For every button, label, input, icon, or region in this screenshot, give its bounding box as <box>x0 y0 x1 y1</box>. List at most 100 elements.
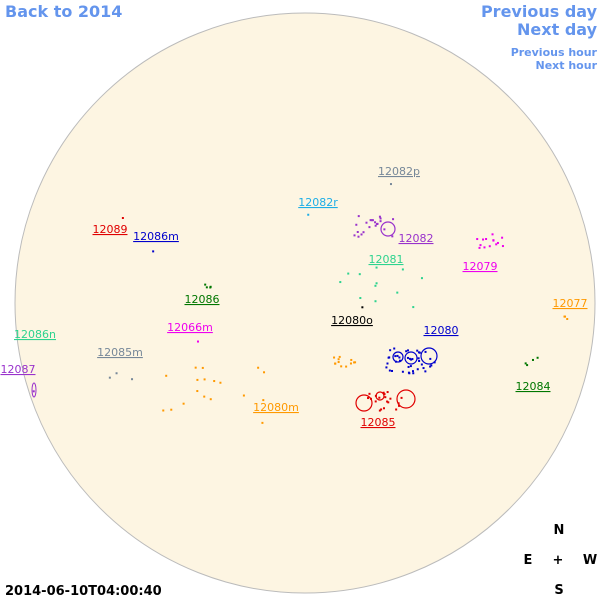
spot <box>388 369 391 372</box>
spot <box>362 231 365 234</box>
spot <box>209 286 212 289</box>
spot <box>379 220 382 223</box>
compass-east: E <box>524 553 533 568</box>
next-day-link[interactable]: Next day <box>517 20 598 39</box>
spot <box>385 366 388 369</box>
region-label[interactable]: 12087 <box>1 363 36 376</box>
spot <box>337 361 340 364</box>
spot <box>383 393 386 396</box>
spot <box>429 365 432 368</box>
spot <box>203 395 206 398</box>
spot-umbra <box>375 391 385 401</box>
spot <box>374 284 377 287</box>
spot <box>482 238 485 241</box>
spot <box>338 355 341 358</box>
spot <box>379 217 382 220</box>
region-label[interactable]: 12066m <box>167 321 213 334</box>
spot <box>170 408 173 411</box>
region-label[interactable]: 12085 <box>361 416 396 429</box>
spot <box>411 370 414 373</box>
spot <box>418 351 421 354</box>
spot <box>204 283 207 286</box>
next-hour-link[interactable]: Next hour <box>536 59 598 72</box>
region-labels: 12082p 12082r 12089 12086m 12082 12081 12079 12… <box>1 165 588 429</box>
spot <box>345 365 348 368</box>
spot <box>162 409 165 412</box>
region-label[interactable]: 12081 <box>369 253 404 266</box>
spot <box>334 362 337 365</box>
spot <box>418 359 421 362</box>
back-link[interactable]: Back to 2014 <box>5 2 122 21</box>
region-label[interactable]: 12080o <box>331 314 373 327</box>
spot-umbra <box>380 221 396 237</box>
region-label[interactable]: 12079 <box>463 260 498 273</box>
spot <box>360 233 363 236</box>
spot <box>389 183 392 186</box>
region-label[interactable]: 12085m <box>97 346 143 359</box>
spot-umbra <box>396 389 416 409</box>
spot <box>396 354 399 357</box>
spot <box>203 378 206 381</box>
timestamp: 2014-06-10T04:00:40 <box>5 584 162 599</box>
spot <box>307 213 310 216</box>
spot <box>424 370 427 373</box>
spot <box>263 371 266 374</box>
spot <box>382 391 385 394</box>
region-label[interactable]: 12086n <box>14 328 56 341</box>
region-label[interactable]: 12086m <box>133 230 179 243</box>
region-label[interactable]: 12089 <box>93 223 128 236</box>
spot <box>349 362 352 365</box>
region-label[interactable]: 12084 <box>516 380 551 393</box>
spot <box>357 235 360 238</box>
spot <box>391 235 394 238</box>
spot <box>394 355 397 358</box>
spot <box>408 357 411 360</box>
spot <box>152 250 155 253</box>
region-label[interactable]: 12077 <box>553 297 588 310</box>
region-label[interactable]: 12082r <box>298 196 338 209</box>
spot <box>524 362 527 365</box>
spot <box>382 407 385 410</box>
spot <box>261 421 264 424</box>
spot <box>386 400 389 403</box>
spot <box>375 266 378 269</box>
spot <box>131 378 134 381</box>
spot <box>417 357 420 360</box>
region-label[interactable]: 12082p <box>378 165 420 178</box>
spot <box>424 350 427 353</box>
spot <box>201 366 204 369</box>
region-label[interactable]: 12082 <box>399 232 434 245</box>
spot <box>416 368 419 371</box>
spot <box>368 226 371 229</box>
spot <box>205 286 208 289</box>
previous-day-link[interactable]: Previous day <box>481 2 598 21</box>
spot <box>375 282 378 285</box>
region-label[interactable]: 12080 <box>424 324 459 337</box>
spot <box>430 364 433 367</box>
spot <box>422 367 425 370</box>
spot <box>563 315 566 318</box>
spot <box>501 245 504 248</box>
spot <box>386 362 389 365</box>
region-label[interactable]: 12080m <box>253 401 299 414</box>
compass-north: N <box>554 523 565 538</box>
spot <box>400 396 403 399</box>
spot <box>213 380 216 383</box>
spot <box>339 281 342 284</box>
previous-hour-link[interactable]: Previous hour <box>511 46 598 59</box>
spot <box>387 401 390 404</box>
region-label[interactable]: 12086 <box>185 293 220 306</box>
spot <box>209 398 212 401</box>
spot <box>488 245 491 248</box>
spot <box>194 366 197 369</box>
spot <box>368 392 371 395</box>
spot <box>398 359 401 362</box>
spot <box>32 390 35 393</box>
spot <box>340 365 343 368</box>
spots <box>31 183 569 424</box>
spot <box>374 221 377 224</box>
spot <box>350 358 353 361</box>
spot <box>485 238 488 241</box>
spot <box>365 221 368 224</box>
